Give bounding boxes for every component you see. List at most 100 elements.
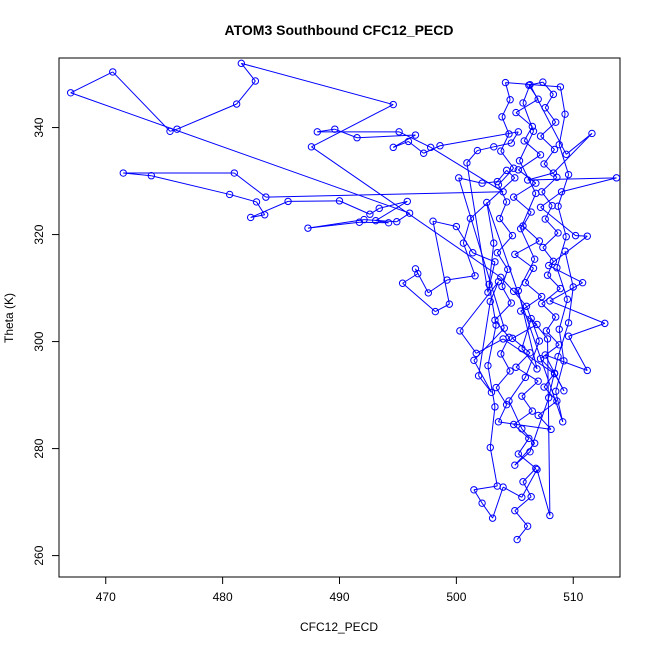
- data-point: [488, 514, 497, 522]
- data-point: [505, 397, 513, 405]
- data-point: [353, 134, 361, 142]
- data-point: [492, 383, 500, 392]
- series-segment: [379, 200, 408, 209]
- series-segment: [521, 348, 538, 370]
- y-axis: 260 280 300 320 340: [32, 117, 60, 566]
- series-segment: [488, 243, 495, 285]
- series-segment: [428, 279, 448, 294]
- series-segment: [518, 154, 541, 171]
- series-segment: [402, 273, 419, 284]
- series-segment: [415, 268, 419, 274]
- data-point: [232, 100, 241, 108]
- data-point: [512, 108, 520, 117]
- data-point: [527, 493, 535, 501]
- series-segment: [151, 175, 230, 195]
- data-point: [564, 170, 573, 179]
- data-point: [452, 222, 461, 231]
- data-point: [436, 142, 444, 150]
- data-point: [561, 110, 569, 118]
- data-point: [512, 363, 520, 371]
- x-tick-label: 500: [446, 590, 466, 604]
- series-segment: [557, 322, 570, 357]
- series-segment: [375, 200, 408, 222]
- data-point: [304, 224, 312, 232]
- data-point: [569, 283, 577, 291]
- data-point: [375, 204, 383, 213]
- data-point: [556, 83, 565, 91]
- data-point: [561, 247, 569, 255]
- data-point: [509, 420, 518, 429]
- data-point: [491, 403, 499, 411]
- series-segment: [492, 486, 504, 519]
- series-segment: [459, 281, 499, 332]
- series-segment: [241, 62, 394, 106]
- data-point: [261, 211, 269, 219]
- data-point: [445, 300, 454, 308]
- series-segment: [369, 207, 380, 215]
- data-point: [560, 387, 568, 395]
- data-point: [562, 233, 570, 241]
- x-tick-label: 480: [213, 590, 233, 604]
- series-segment: [541, 191, 553, 206]
- data-point: [564, 332, 573, 340]
- series-segment: [513, 182, 537, 198]
- x-tick-label: 510: [563, 590, 583, 604]
- data-point: [539, 243, 547, 252]
- data-point: [541, 215, 549, 223]
- data-point: [518, 493, 526, 501]
- series-segment: [513, 410, 533, 425]
- data-point: [499, 483, 507, 491]
- data-point: [511, 174, 519, 182]
- data-point: [511, 250, 519, 259]
- series-segment: [435, 303, 450, 313]
- data-point: [532, 189, 540, 198]
- data-point: [518, 392, 526, 400]
- data-point: [516, 224, 525, 233]
- series-segment: [473, 485, 498, 491]
- series-segment: [236, 80, 256, 105]
- data-point: [507, 139, 516, 147]
- data-point: [541, 104, 549, 112]
- series-segment: [549, 300, 605, 324]
- series-segment: [432, 220, 457, 228]
- series-segment: [307, 219, 365, 229]
- data-point: [555, 341, 563, 349]
- data-point: [612, 174, 621, 182]
- series-segment: [555, 391, 564, 422]
- data-point: [583, 232, 591, 240]
- data-point: [109, 68, 117, 76]
- series-segment: [466, 162, 489, 293]
- data-point: [246, 213, 255, 222]
- data-point: [537, 299, 546, 308]
- series-segment: [430, 146, 504, 193]
- series-segment: [559, 86, 566, 115]
- data-point: [360, 215, 368, 224]
- data-point: [552, 118, 560, 126]
- series-segment: [517, 258, 536, 291]
- y-tick-label: 260: [32, 545, 46, 565]
- series-segment: [557, 174, 570, 207]
- series-segment: [393, 134, 416, 148]
- series-segment: [112, 71, 171, 132]
- data-point: [557, 188, 566, 196]
- series-segment: [555, 360, 565, 392]
- data-point: [554, 352, 562, 361]
- data-point: [474, 372, 483, 380]
- data-point: [486, 443, 494, 452]
- data-point: [545, 261, 553, 270]
- data-point: [523, 522, 532, 530]
- series-segment: [489, 406, 496, 448]
- series-segment: [498, 167, 515, 186]
- series-segment: [529, 397, 550, 452]
- data-point: [509, 164, 518, 172]
- series-segment: [70, 71, 113, 94]
- data-point: [478, 179, 486, 187]
- series-segment: [250, 214, 265, 218]
- series-segment: [524, 340, 540, 378]
- series-segment: [482, 181, 498, 184]
- data-point: [166, 127, 174, 136]
- series-segment: [311, 104, 394, 148]
- series-segment: [545, 316, 557, 332]
- data-point: [526, 448, 534, 456]
- data-point: [484, 288, 492, 297]
